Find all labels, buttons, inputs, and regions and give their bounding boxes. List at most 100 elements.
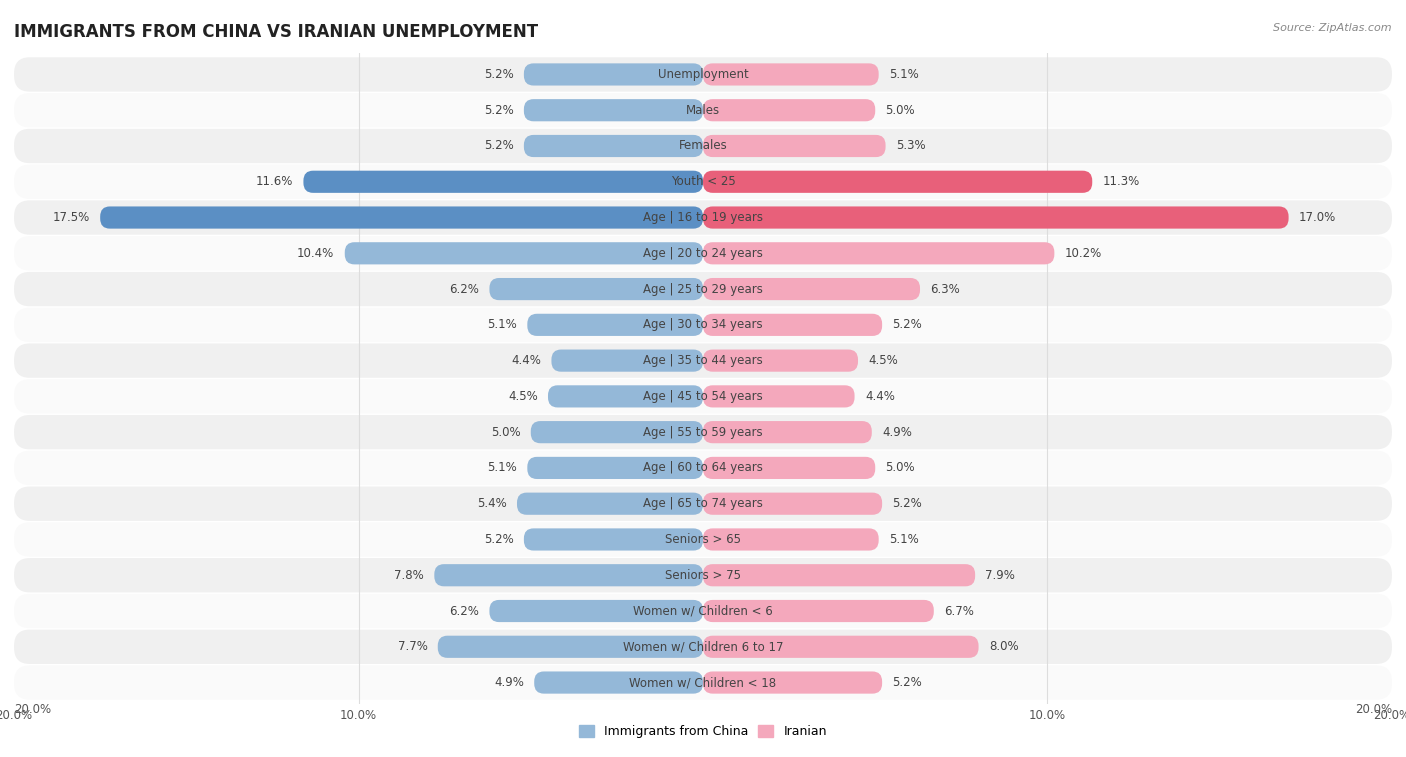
Text: 10.2%: 10.2% bbox=[1064, 247, 1102, 260]
Text: Youth < 25: Youth < 25 bbox=[671, 176, 735, 188]
Text: 10.4%: 10.4% bbox=[297, 247, 335, 260]
Legend: Immigrants from China, Iranian: Immigrants from China, Iranian bbox=[574, 721, 832, 743]
FancyBboxPatch shape bbox=[703, 170, 1092, 193]
FancyBboxPatch shape bbox=[14, 487, 1392, 521]
Text: Age | 45 to 54 years: Age | 45 to 54 years bbox=[643, 390, 763, 403]
FancyBboxPatch shape bbox=[434, 564, 703, 587]
FancyBboxPatch shape bbox=[304, 170, 703, 193]
Text: Age | 55 to 59 years: Age | 55 to 59 years bbox=[643, 425, 763, 438]
Text: 17.0%: 17.0% bbox=[1299, 211, 1336, 224]
Text: 5.2%: 5.2% bbox=[484, 533, 513, 546]
Text: Females: Females bbox=[679, 139, 727, 152]
Text: 7.8%: 7.8% bbox=[394, 569, 425, 581]
Text: 5.0%: 5.0% bbox=[886, 104, 915, 117]
FancyBboxPatch shape bbox=[517, 493, 703, 515]
FancyBboxPatch shape bbox=[703, 64, 879, 86]
Text: 5.3%: 5.3% bbox=[896, 139, 925, 152]
Text: Age | 35 to 44 years: Age | 35 to 44 years bbox=[643, 354, 763, 367]
Text: 5.1%: 5.1% bbox=[889, 533, 918, 546]
Text: Age | 16 to 19 years: Age | 16 to 19 years bbox=[643, 211, 763, 224]
Text: 7.9%: 7.9% bbox=[986, 569, 1015, 581]
FancyBboxPatch shape bbox=[703, 636, 979, 658]
FancyBboxPatch shape bbox=[703, 528, 879, 550]
FancyBboxPatch shape bbox=[14, 272, 1392, 307]
Text: Seniors > 75: Seniors > 75 bbox=[665, 569, 741, 581]
FancyBboxPatch shape bbox=[703, 600, 934, 622]
FancyBboxPatch shape bbox=[14, 201, 1392, 235]
FancyBboxPatch shape bbox=[14, 450, 1392, 485]
Text: Women w/ Children 6 to 17: Women w/ Children 6 to 17 bbox=[623, 640, 783, 653]
FancyBboxPatch shape bbox=[527, 456, 703, 479]
FancyBboxPatch shape bbox=[531, 421, 703, 444]
FancyBboxPatch shape bbox=[551, 350, 703, 372]
Text: 20.0%: 20.0% bbox=[14, 703, 51, 716]
Text: IMMIGRANTS FROM CHINA VS IRANIAN UNEMPLOYMENT: IMMIGRANTS FROM CHINA VS IRANIAN UNEMPLO… bbox=[14, 23, 538, 41]
FancyBboxPatch shape bbox=[703, 207, 1289, 229]
FancyBboxPatch shape bbox=[524, 135, 703, 157]
Text: 20.0%: 20.0% bbox=[1355, 703, 1392, 716]
Text: 4.5%: 4.5% bbox=[869, 354, 898, 367]
Text: Women w/ Children < 6: Women w/ Children < 6 bbox=[633, 605, 773, 618]
Text: Source: ZipAtlas.com: Source: ZipAtlas.com bbox=[1274, 23, 1392, 33]
FancyBboxPatch shape bbox=[703, 278, 920, 301]
FancyBboxPatch shape bbox=[489, 278, 703, 301]
FancyBboxPatch shape bbox=[14, 307, 1392, 342]
FancyBboxPatch shape bbox=[14, 379, 1392, 413]
Text: Age | 65 to 74 years: Age | 65 to 74 years bbox=[643, 497, 763, 510]
Text: Age | 60 to 64 years: Age | 60 to 64 years bbox=[643, 462, 763, 475]
Text: 5.2%: 5.2% bbox=[893, 497, 922, 510]
Text: 4.4%: 4.4% bbox=[865, 390, 894, 403]
Text: 5.2%: 5.2% bbox=[893, 676, 922, 689]
FancyBboxPatch shape bbox=[14, 344, 1392, 378]
Text: 5.1%: 5.1% bbox=[889, 68, 918, 81]
Text: 5.1%: 5.1% bbox=[488, 462, 517, 475]
FancyBboxPatch shape bbox=[14, 593, 1392, 628]
Text: 5.4%: 5.4% bbox=[477, 497, 506, 510]
Text: Unemployment: Unemployment bbox=[658, 68, 748, 81]
Text: 5.0%: 5.0% bbox=[491, 425, 520, 438]
FancyBboxPatch shape bbox=[14, 58, 1392, 92]
FancyBboxPatch shape bbox=[703, 350, 858, 372]
Text: 5.2%: 5.2% bbox=[484, 104, 513, 117]
FancyBboxPatch shape bbox=[534, 671, 703, 693]
FancyBboxPatch shape bbox=[703, 242, 1054, 264]
Text: 11.6%: 11.6% bbox=[256, 176, 292, 188]
FancyBboxPatch shape bbox=[703, 313, 882, 336]
Text: 8.0%: 8.0% bbox=[988, 640, 1018, 653]
Text: 5.2%: 5.2% bbox=[893, 319, 922, 332]
FancyBboxPatch shape bbox=[703, 385, 855, 407]
FancyBboxPatch shape bbox=[703, 135, 886, 157]
FancyBboxPatch shape bbox=[524, 528, 703, 550]
Text: 5.1%: 5.1% bbox=[488, 319, 517, 332]
Text: Age | 20 to 24 years: Age | 20 to 24 years bbox=[643, 247, 763, 260]
Text: 11.3%: 11.3% bbox=[1102, 176, 1140, 188]
Text: 4.5%: 4.5% bbox=[508, 390, 537, 403]
Text: 6.2%: 6.2% bbox=[450, 282, 479, 295]
Text: 4.9%: 4.9% bbox=[494, 676, 524, 689]
Text: 4.9%: 4.9% bbox=[882, 425, 912, 438]
FancyBboxPatch shape bbox=[703, 456, 875, 479]
FancyBboxPatch shape bbox=[14, 665, 1392, 699]
Text: Age | 30 to 34 years: Age | 30 to 34 years bbox=[643, 319, 763, 332]
FancyBboxPatch shape bbox=[437, 636, 703, 658]
FancyBboxPatch shape bbox=[703, 99, 875, 121]
Text: 6.2%: 6.2% bbox=[450, 605, 479, 618]
FancyBboxPatch shape bbox=[14, 93, 1392, 127]
FancyBboxPatch shape bbox=[344, 242, 703, 264]
FancyBboxPatch shape bbox=[524, 64, 703, 86]
FancyBboxPatch shape bbox=[489, 600, 703, 622]
Text: 17.5%: 17.5% bbox=[52, 211, 90, 224]
FancyBboxPatch shape bbox=[14, 630, 1392, 664]
Text: 5.2%: 5.2% bbox=[484, 139, 513, 152]
FancyBboxPatch shape bbox=[548, 385, 703, 407]
FancyBboxPatch shape bbox=[14, 415, 1392, 450]
Text: Seniors > 65: Seniors > 65 bbox=[665, 533, 741, 546]
Text: 6.7%: 6.7% bbox=[945, 605, 974, 618]
FancyBboxPatch shape bbox=[703, 493, 882, 515]
FancyBboxPatch shape bbox=[14, 129, 1392, 164]
FancyBboxPatch shape bbox=[14, 558, 1392, 593]
FancyBboxPatch shape bbox=[703, 564, 976, 587]
FancyBboxPatch shape bbox=[524, 99, 703, 121]
Text: Males: Males bbox=[686, 104, 720, 117]
FancyBboxPatch shape bbox=[100, 207, 703, 229]
